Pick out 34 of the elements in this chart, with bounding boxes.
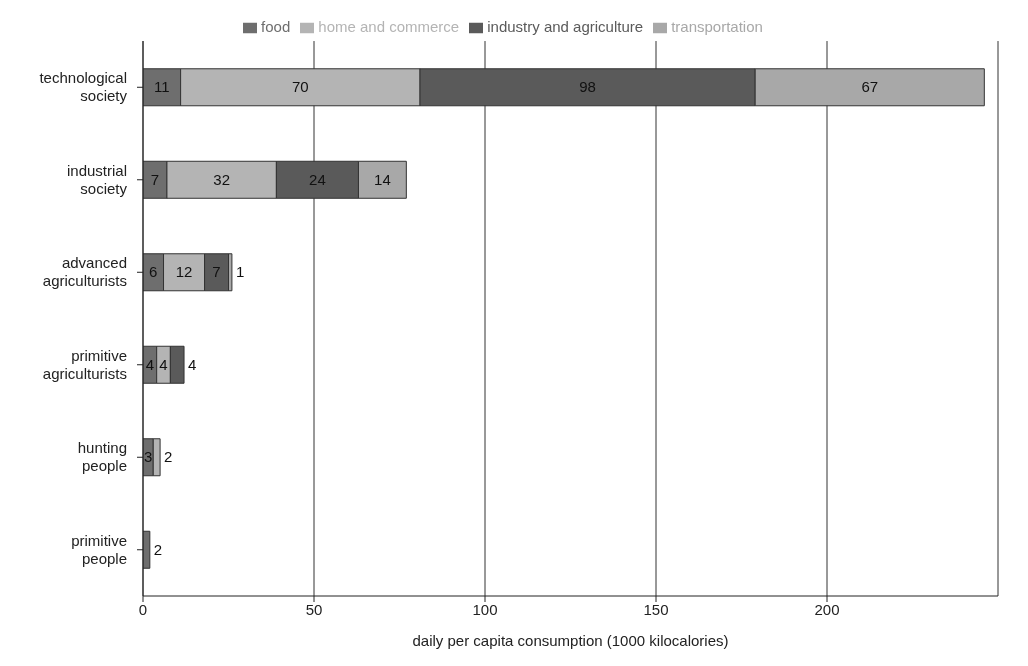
legend-label: food <box>261 18 291 35</box>
data-label: 6 <box>149 263 158 281</box>
y-tick-label: primitive people <box>71 531 127 567</box>
y-tick-label: technological society <box>39 69 128 105</box>
x-tick-label: 150 <box>643 600 669 618</box>
data-label: 32 <box>213 170 230 188</box>
data-label: 70 <box>291 78 309 96</box>
data-label: 2 <box>153 540 163 558</box>
data-label: 14 <box>374 170 391 188</box>
x-tick-label: 50 <box>305 600 323 618</box>
x-tick-label: 0 <box>138 600 148 618</box>
y-tick-label: hunting people <box>77 439 127 475</box>
x-tick-label: 100 <box>472 600 498 618</box>
data-label: 98 <box>579 78 596 96</box>
data-label: 4 <box>188 355 197 373</box>
data-label: 2 <box>164 448 173 466</box>
data-label: 7 <box>150 170 160 188</box>
data-label: 67 <box>861 78 879 96</box>
data-label: 1 <box>235 263 245 281</box>
data-label: 4 <box>159 355 168 373</box>
y-tick-label: advanced agriculturists <box>42 254 127 290</box>
data-label: 24 <box>309 170 326 188</box>
y-tick-label: primitive agriculturists <box>42 346 127 382</box>
y-tick-label: industrial society <box>66 161 128 197</box>
x-tick-label: 200 <box>814 600 840 618</box>
legend-label: transportation <box>671 18 763 35</box>
data-label: 12 <box>175 263 193 281</box>
data-label: 4 <box>145 355 155 373</box>
data-label: 7 <box>212 263 221 281</box>
x-axis-title: daily per capita consumption (1000 kilocalories) <box>412 632 729 649</box>
data-label: 3 <box>143 448 153 466</box>
legend-label: industry and agriculture <box>487 18 644 35</box>
legend-label: home and commerce <box>318 18 460 35</box>
data-label: 11 <box>154 78 170 96</box>
